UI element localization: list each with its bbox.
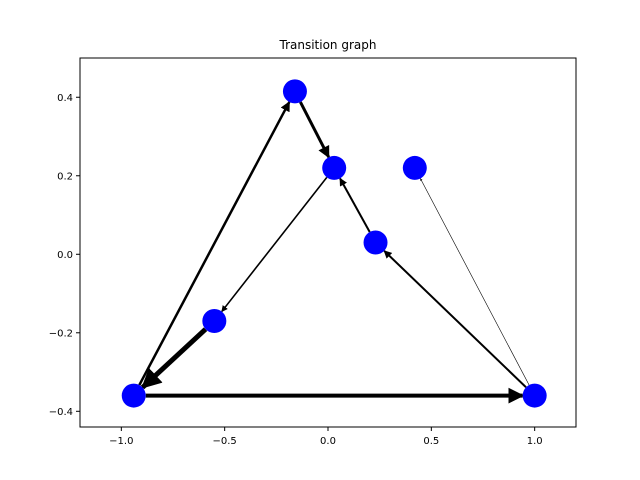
x-tick-label: −1.0 bbox=[109, 436, 133, 447]
node-n3 bbox=[402, 155, 427, 180]
node-n2 bbox=[322, 155, 347, 180]
x-tick-label: −0.5 bbox=[213, 436, 237, 447]
edge-n6-n4 bbox=[383, 250, 527, 388]
y-tick-label: 0.0 bbox=[57, 250, 73, 261]
x-tick-label: 1.0 bbox=[527, 436, 543, 447]
y-tick-label: −0.2 bbox=[49, 328, 73, 339]
edge-n2-n5 bbox=[221, 176, 328, 313]
y-tick-label: 0.4 bbox=[57, 93, 73, 104]
edge-n0-n1 bbox=[138, 101, 291, 386]
x-tick-label: 0.0 bbox=[320, 436, 336, 447]
plot-frame bbox=[79, 57, 577, 428]
x-axis: −1.0 −0.5 0.0 0.5 1.0 bbox=[109, 427, 543, 447]
edge-n6-n3 bbox=[420, 178, 530, 386]
node-n0 bbox=[121, 383, 146, 408]
node-n1 bbox=[282, 79, 307, 104]
edge-n4-n2 bbox=[339, 177, 371, 233]
y-tick-label: 0.2 bbox=[57, 171, 73, 182]
node-n5 bbox=[202, 309, 227, 334]
nodes-layer bbox=[121, 79, 547, 408]
node-n6 bbox=[522, 383, 547, 408]
edge-n1-n2 bbox=[299, 101, 331, 159]
node-n4 bbox=[363, 230, 388, 255]
y-tick-label: −0.4 bbox=[49, 407, 73, 418]
edges-layer bbox=[138, 101, 530, 404]
x-tick-label: 0.5 bbox=[423, 436, 439, 447]
y-axis: −0.4 −0.2 0.0 0.2 0.4 bbox=[49, 93, 80, 418]
chart-title: Transition graph bbox=[279, 38, 377, 52]
edge-n5-n0 bbox=[140, 327, 208, 390]
